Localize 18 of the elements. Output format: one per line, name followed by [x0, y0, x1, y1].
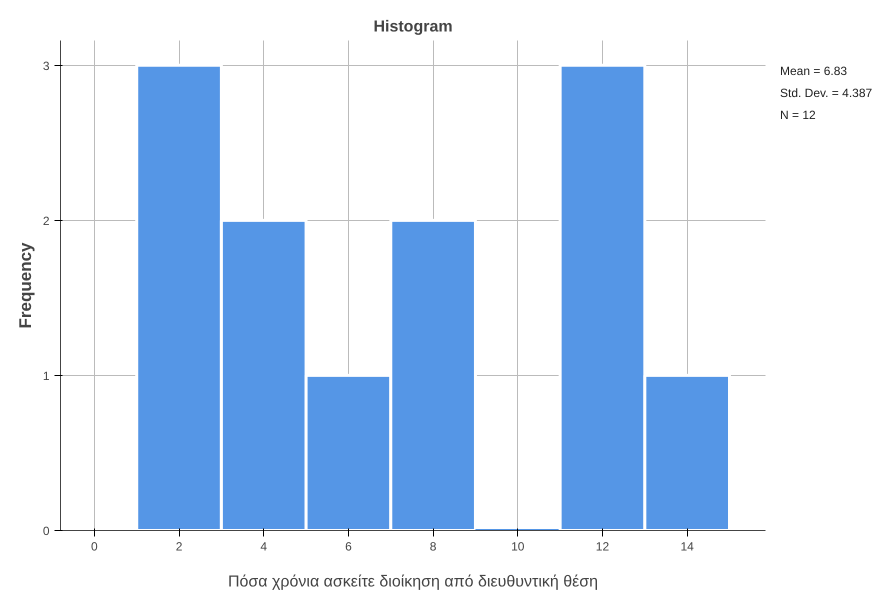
x-tick-label: 14	[680, 540, 694, 554]
text: N = 12	[780, 108, 816, 122]
y-axis-title: Frequency	[16, 242, 35, 328]
y-tick-label: 2	[42, 214, 50, 228]
y-tick-label: 1	[42, 368, 50, 383]
x-tick-label: 4	[260, 540, 268, 554]
y-tick-label: 3	[42, 58, 50, 73]
x-axis-title: Πόσα χρόνια ασκείτε διοίκηση από διευθυντική θέση	[228, 574, 598, 590]
x-tick-label: 0	[91, 540, 98, 554]
x-tick-label: 12	[596, 540, 610, 554]
x-tick-label: 2	[176, 540, 183, 554]
x-tick-label: 10	[511, 540, 525, 554]
text: Mean = 6.83	[780, 64, 848, 78]
chart-title: Histogram	[373, 18, 453, 36]
x-tick-label: 8	[430, 540, 437, 554]
x-tick-label: 6	[345, 540, 352, 554]
text: Std. Dev. = 4.387	[780, 86, 872, 100]
y-tick-label: 0	[42, 524, 50, 538]
